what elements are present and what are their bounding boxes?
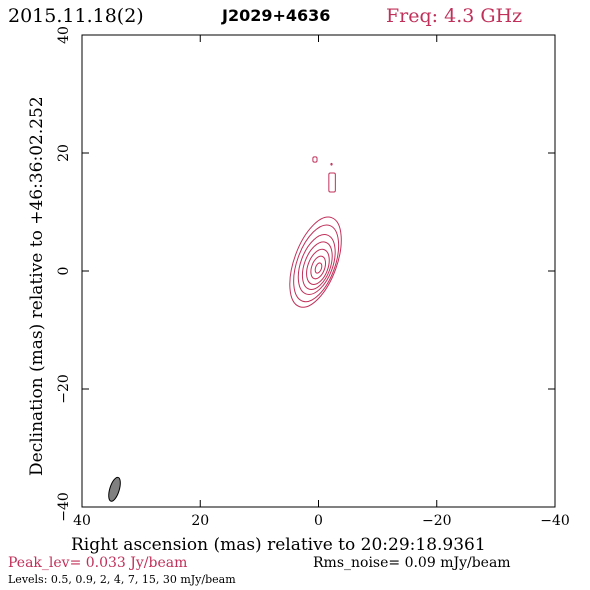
x-tick-label: −40 [540, 513, 570, 529]
contour-level-6 [310, 255, 327, 280]
y-tick-labels: −40 −20 0 20 40 [56, 26, 72, 522]
contour-level-5 [306, 248, 330, 285]
observation-date: 2015.11.18(2) [8, 5, 144, 27]
x-tick-label: −20 [422, 513, 452, 529]
contour-level-3 [297, 234, 336, 295]
y-tick-label: −20 [56, 374, 72, 404]
contour-level-2 [293, 224, 340, 303]
x-tick-label: 0 [314, 513, 323, 529]
contour-levels: Levels: 0.5, 0.9, 2, 4, 7, 15, 30 mJy/be… [8, 573, 236, 586]
y-tick-label: 20 [56, 144, 72, 162]
contour-level-7 [314, 262, 323, 274]
contour-lines [289, 156, 342, 308]
x-tick-labels: 40 20 0 −20 −40 [73, 513, 570, 529]
peak-level: Peak_lev= 0.033 Jy/beam [8, 555, 187, 571]
rms-noise: Rms_noise= 0.09 mJy/beam [313, 555, 511, 571]
axis-ticks [81, 34, 556, 508]
beam-ellipse [108, 476, 121, 502]
jet-component-contour [312, 156, 318, 163]
jet-component-contour [330, 162, 333, 166]
contour-level-4 [301, 241, 333, 290]
plot-frame [81, 34, 556, 508]
y-tick-label: −40 [56, 492, 72, 522]
x-tick-label: 20 [191, 513, 209, 529]
y-axis-label: Declination (mas) relative to +46:36:02.… [27, 96, 47, 476]
contour-level-1 [289, 216, 342, 308]
source-name: J2029+4636 [221, 6, 330, 25]
beam-ellipse-group [108, 476, 121, 502]
frequency-label: Freq: 4.3 GHz [386, 5, 522, 27]
y-tick-label: 0 [56, 267, 72, 276]
y-tick-label: 40 [56, 26, 72, 44]
jet-component-contour [328, 172, 336, 193]
x-axis-label: Right ascension (mas) relative to 20:29:… [71, 535, 486, 555]
x-tick-label: 40 [73, 513, 91, 529]
